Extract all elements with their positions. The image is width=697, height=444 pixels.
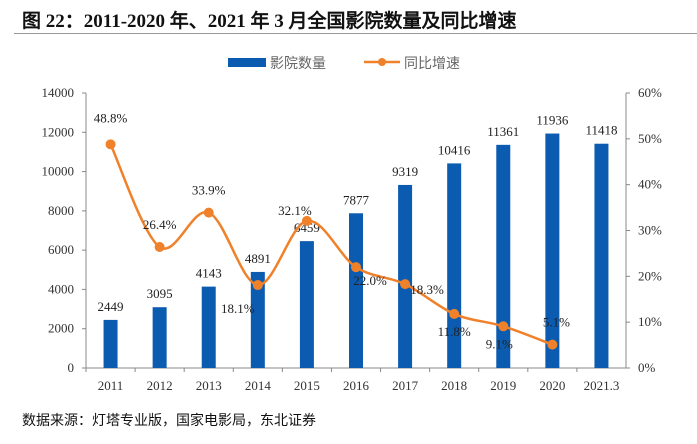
bar (398, 184, 413, 368)
growth-point (351, 262, 361, 273)
left-tick-label: 10000 (42, 164, 75, 179)
growth-data-label: 9.1% (486, 336, 513, 351)
growth-data-label: 11.8% (438, 324, 471, 339)
growth-point (301, 215, 312, 226)
right-tick-label: 20% (638, 268, 662, 283)
legend-line-label: 同比增速 (404, 56, 460, 72)
x-tick-label: 2014 (245, 378, 272, 393)
legend-bar-label: 影院数量 (270, 56, 326, 72)
left-tick-label: 6000 (48, 242, 74, 257)
growth-data-label: 33.9% (192, 183, 226, 198)
x-tick-label: 2013 (196, 378, 222, 393)
growth-data-label: 32.1% (278, 203, 312, 218)
bar (545, 133, 560, 368)
growth-data-label: 18.3% (410, 282, 444, 297)
growth-data-label: 48.8% (94, 110, 128, 125)
x-tick-label: 2018 (441, 378, 467, 393)
growth-point (498, 321, 509, 332)
x-tick-label: 2021.3 (584, 378, 620, 393)
bar (299, 241, 314, 368)
x-tick-label: 2012 (147, 378, 173, 393)
x-tick-label: 2020 (539, 378, 565, 393)
title-rule (14, 33, 697, 34)
growth-point (252, 280, 263, 291)
left-tick-label: 14000 (42, 85, 75, 100)
right-tick-label: 40% (638, 177, 662, 192)
growth-point (105, 139, 116, 150)
x-tick-label: 2016 (343, 378, 370, 393)
growth-point (400, 279, 411, 290)
x-tick-label: 2019 (490, 378, 516, 393)
growth-data-label: 26.4% (143, 217, 177, 232)
bar (152, 307, 167, 368)
bar-data-label: 2449 (98, 299, 124, 314)
bar-data-label: 11361 (487, 124, 519, 139)
bar (250, 271, 265, 368)
growth-point (154, 242, 165, 252)
bar (594, 143, 609, 368)
bar-data-label: 9319 (392, 164, 418, 179)
legend-bar-swatch (228, 58, 266, 67)
bar-data-label: 11418 (585, 123, 617, 138)
left-tick-label: 2000 (48, 321, 74, 336)
growth-line (109, 143, 553, 346)
growth-data-label: 5.1% (543, 315, 570, 330)
x-tick-label: 2011 (98, 378, 124, 393)
right-tick-label: 60% (638, 85, 662, 100)
left-tick-label: 8000 (48, 203, 74, 218)
bar (349, 213, 363, 368)
left-tick-label: 4000 (48, 281, 74, 296)
left-tick-label: 0 (68, 360, 75, 375)
left-tick-label: 12000 (42, 124, 75, 139)
growth-point (547, 339, 558, 350)
legend-line-marker (378, 58, 386, 66)
right-tick-label: 30% (638, 223, 662, 238)
growth-data-label: 18.1% (221, 301, 255, 316)
growth-point (203, 207, 214, 218)
right-tick-label: 10% (638, 314, 662, 329)
figure-title: 图 22：2011-2020 年、2021 年 3 月全国影院数量及同比增速 (22, 11, 517, 32)
bar (496, 144, 511, 368)
x-tick-label: 2015 (294, 378, 320, 393)
growth-data-label: 22.0% (353, 273, 387, 288)
source-note: 数据来源：灯塔专业版，国家电影局，东北证券 (22, 414, 316, 429)
bar (201, 286, 216, 368)
right-tick-label: 50% (638, 131, 662, 146)
bar-data-label: 7877 (343, 192, 370, 207)
x-tick-label: 2017 (392, 378, 419, 393)
bar-data-label: 4891 (245, 251, 271, 266)
bar-data-label: 10416 (438, 142, 471, 157)
bar-data-label: 4143 (196, 266, 222, 281)
bar-data-label: 11936 (536, 113, 569, 128)
bar-data-label: 3095 (147, 286, 173, 301)
right-tick-label: 0% (638, 360, 656, 375)
bar (103, 319, 118, 368)
growth-point (449, 308, 460, 319)
